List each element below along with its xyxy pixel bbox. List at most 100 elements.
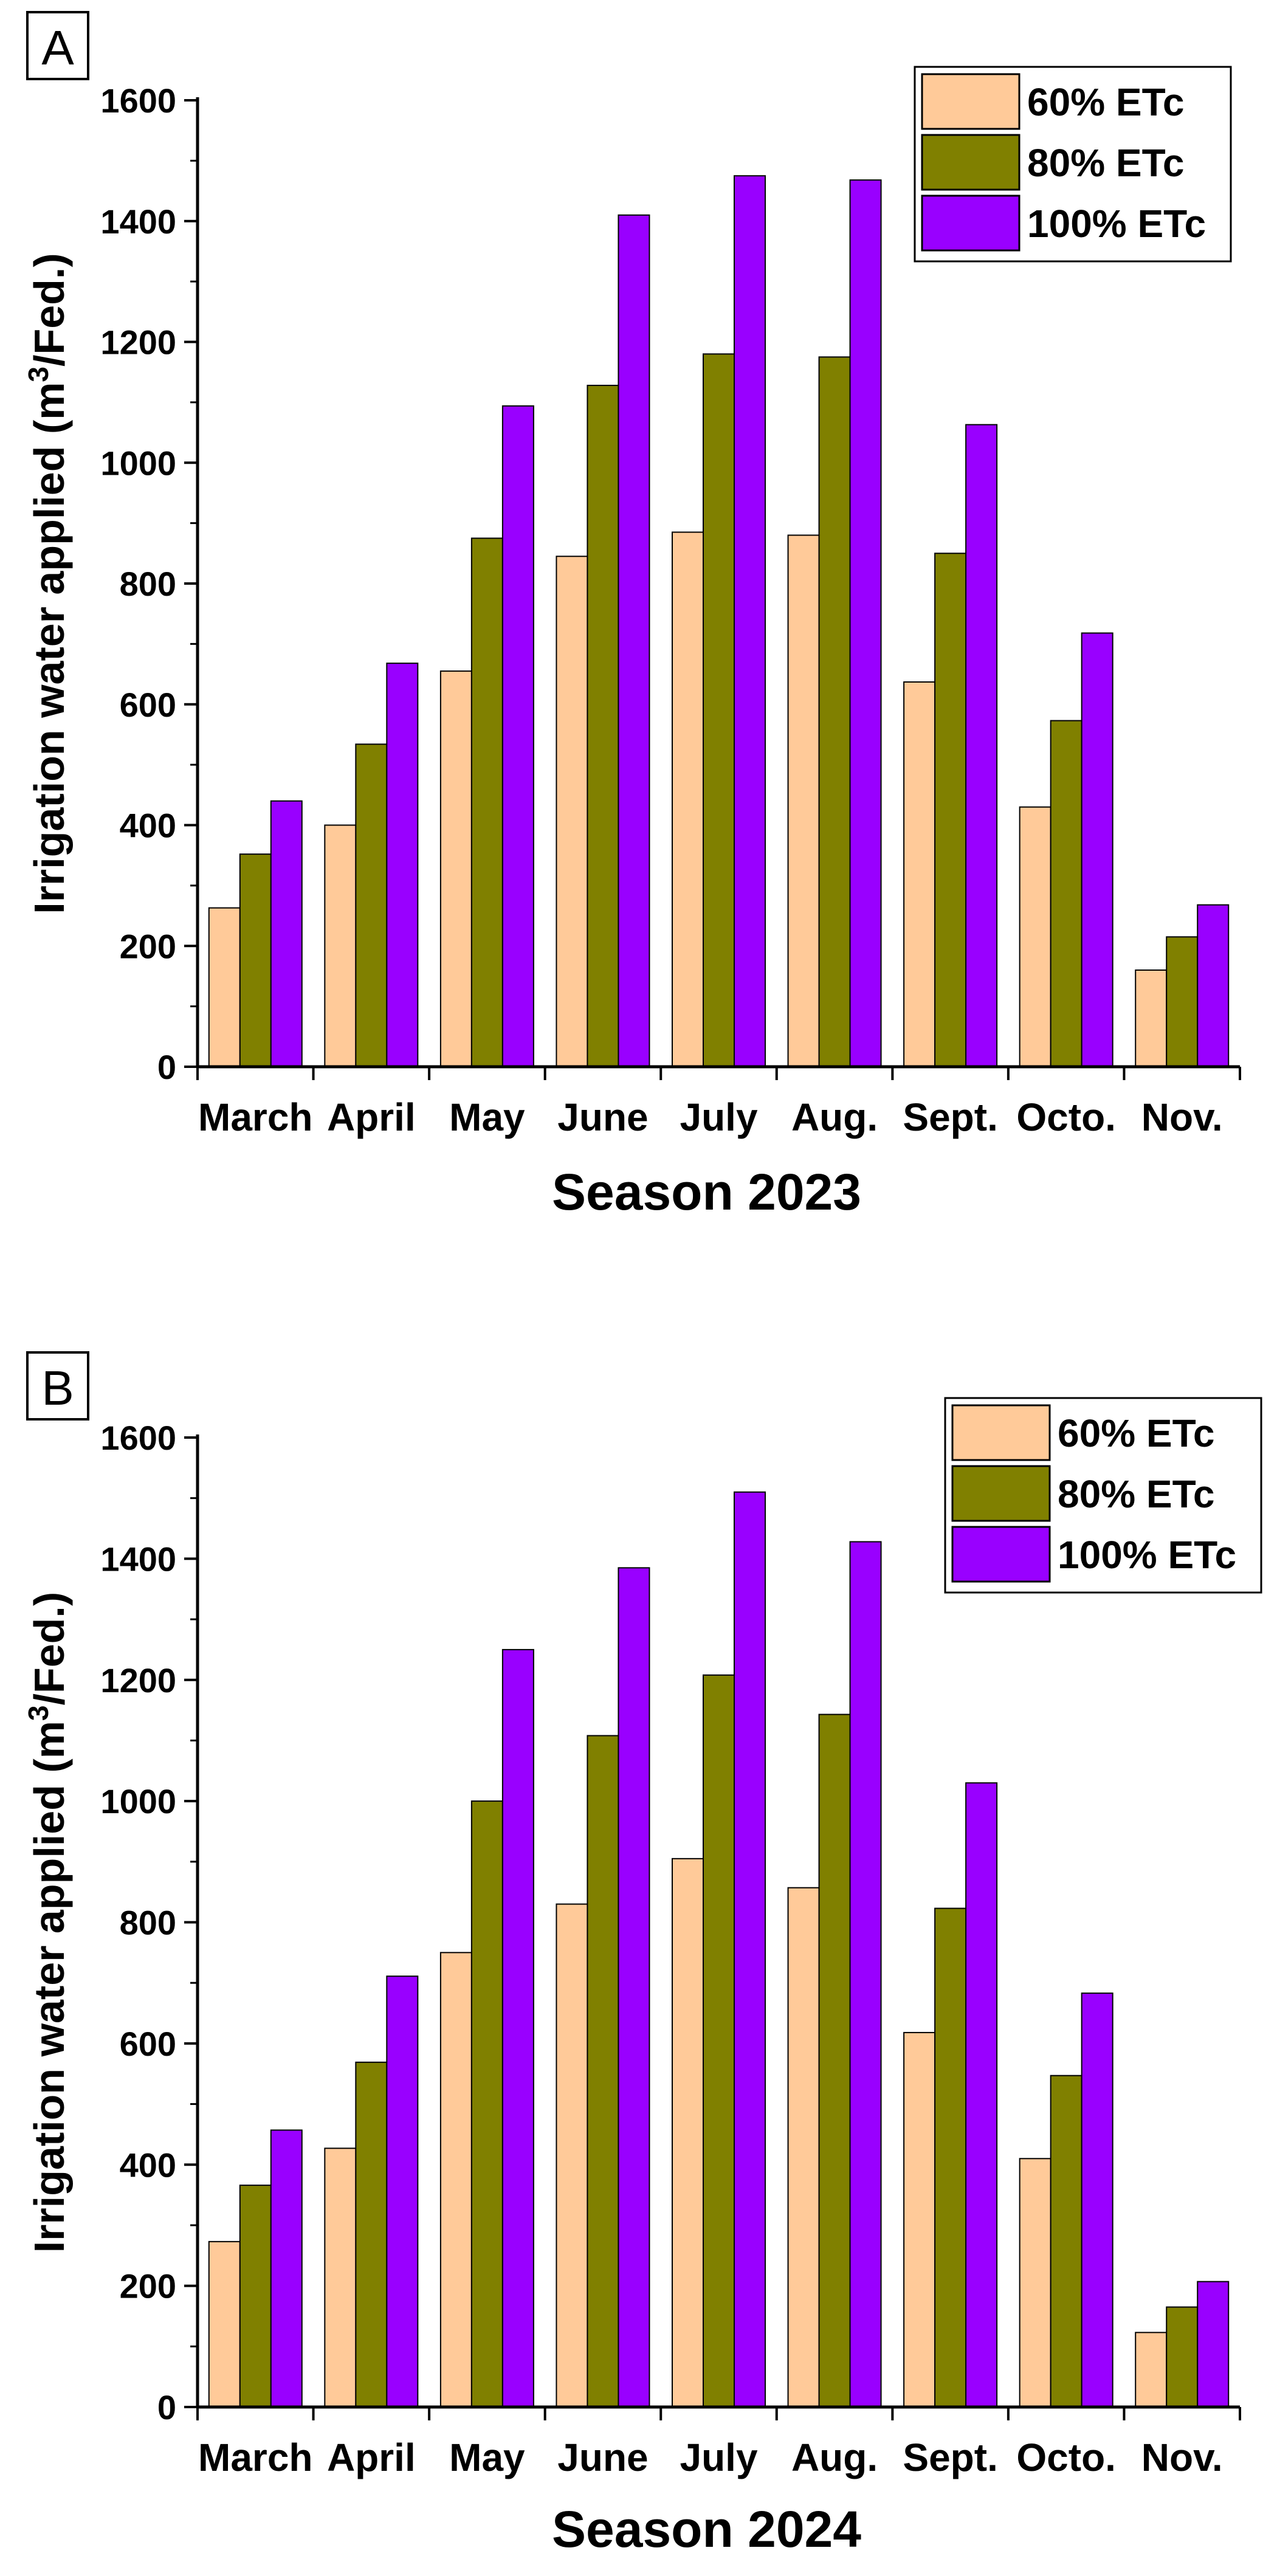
bar-nov-2 <box>1166 936 1199 1067</box>
bar-sept-2 <box>934 1907 967 2408</box>
bar-octo-2 <box>1050 2075 1083 2408</box>
y-tick-label: 1200 <box>100 1661 176 1700</box>
x-tick-label: Aug. <box>791 1095 878 1139</box>
x-tick-label: July <box>680 1095 757 1139</box>
bar-may-1 <box>439 670 472 1067</box>
legend-swatch-2 <box>921 134 1021 191</box>
bar-april-3 <box>386 663 419 1068</box>
legend-swatch-2 <box>951 1465 1051 1522</box>
y-tick-label: 1600 <box>100 1419 176 1457</box>
bar-july-3 <box>734 175 766 1067</box>
bar-octo-1 <box>1019 2158 1052 2408</box>
bar-may-3 <box>501 1648 534 2408</box>
x-axis-title: Season 2023 <box>552 1163 861 1221</box>
y-axis-title-superscript: 3 <box>22 1705 54 1721</box>
legend-swatch-3 <box>921 195 1021 252</box>
y-tick-label: 600 <box>120 2025 176 2063</box>
bar-june-3 <box>618 214 650 1067</box>
y-axis-title-part: /Fed.) <box>26 253 73 367</box>
x-tick-label: April <box>327 1095 416 1139</box>
x-tick-label: April <box>327 2436 416 2479</box>
panel-letter: B <box>41 1361 74 1415</box>
x-tick-label: Aug. <box>791 2436 878 2479</box>
bar-may-3 <box>501 405 534 1067</box>
bar-sept-2 <box>934 553 967 1067</box>
bar-aug-3 <box>849 179 882 1067</box>
x-tick-label: June <box>557 1095 648 1139</box>
bar-april-2 <box>355 743 388 1067</box>
bar-march-3 <box>270 2129 303 2408</box>
legend-label-2: 80% ETc <box>1027 141 1185 185</box>
y-tick-label: 800 <box>120 565 176 603</box>
chart-panel-b: B 0 200 400 600 800 1000 1200 1400 1600 March April… <box>22 1351 1262 2558</box>
bar-april-1 <box>324 2147 357 2408</box>
bar-april-1 <box>324 824 357 1067</box>
x-tick-label: Sept. <box>903 2436 997 2479</box>
legend-label-2: 80% ETc <box>1058 1472 1215 1516</box>
bar-july-2 <box>703 1674 735 2408</box>
x-tick-label: March <box>198 2436 313 2479</box>
bar-nov-2 <box>1166 2306 1199 2408</box>
bar-sept-1 <box>903 681 936 1067</box>
legend-swatch-3 <box>951 1526 1051 1583</box>
y-tick-label: 200 <box>120 2267 176 2306</box>
bar-march-1 <box>208 2240 241 2408</box>
panel-letter: A <box>41 21 74 75</box>
bar-aug-1 <box>787 534 820 1067</box>
bar-march-1 <box>208 907 241 1068</box>
bar-octo-3 <box>1081 632 1114 1068</box>
y-tick-label: 1600 <box>100 81 176 120</box>
bar-july-2 <box>703 353 735 1067</box>
legend-swatch-1 <box>951 1404 1051 1461</box>
y-axis-title: Irrigation water applied (m3/Fed.) <box>22 253 73 914</box>
chart-panel-a: A 0 200 400 600 800 1000 1200 1400 1600 March April… <box>22 11 1241 1221</box>
bar-june-3 <box>618 1567 650 2408</box>
legend-label-1: 60% ETc <box>1027 80 1185 124</box>
y-tick-label: 400 <box>120 2146 176 2184</box>
panel-letter-box <box>26 1351 89 1421</box>
x-tick-label: June <box>557 2436 648 2479</box>
bar-aug-2 <box>818 356 851 1067</box>
bar-july-1 <box>672 531 704 1067</box>
x-tick-label: Octo. <box>1016 2436 1116 2479</box>
bar-april-3 <box>386 1975 419 2408</box>
y-tick-label: 600 <box>120 686 176 724</box>
bar-may-2 <box>470 537 503 1067</box>
bar-march-3 <box>270 800 303 1067</box>
bar-octo-1 <box>1019 806 1052 1067</box>
y-tick-label: 200 <box>120 927 176 965</box>
legend-label-1: 60% ETc <box>1058 1411 1215 1455</box>
bar-march-2 <box>239 2185 272 2408</box>
bar-april-2 <box>355 2061 388 2408</box>
x-tick-label: July <box>680 2436 757 2479</box>
bar-octo-3 <box>1081 1992 1114 2408</box>
y-tick-label: 0 <box>157 2388 176 2426</box>
y-tick-label: 1400 <box>100 202 176 241</box>
y-tick-label: 1400 <box>100 1540 176 1578</box>
bar-june-1 <box>556 1903 588 2408</box>
bar-sept-3 <box>965 424 998 1067</box>
x-tick-label: March <box>198 1095 313 1139</box>
legend-swatch-1 <box>921 73 1021 130</box>
bar-june-1 <box>556 556 588 1067</box>
bar-octo-2 <box>1050 720 1083 1068</box>
y-axis-title-part: Irrigation water applied (m <box>26 382 73 914</box>
x-tick-label: Nov. <box>1141 1095 1223 1139</box>
bar-july-3 <box>734 1491 766 2408</box>
y-tick-label: 400 <box>120 807 176 845</box>
legend-label-3: 100% ETc <box>1058 1533 1236 1577</box>
bar-nov-1 <box>1135 2332 1168 2408</box>
bar-march-2 <box>239 853 272 1067</box>
bar-sept-1 <box>903 2031 936 2408</box>
x-tick-label: Octo. <box>1016 1095 1116 1139</box>
bar-nov-3 <box>1197 904 1230 1068</box>
bar-sept-3 <box>965 1782 998 2408</box>
bar-may-2 <box>470 1800 503 2408</box>
bar-aug-2 <box>818 1713 851 2408</box>
bar-nov-3 <box>1197 2281 1230 2408</box>
y-tick-label: 1000 <box>100 1782 176 1820</box>
legend-label-3: 100% ETc <box>1027 202 1206 246</box>
bar-aug-3 <box>849 1541 882 2408</box>
bar-june-2 <box>587 385 619 1067</box>
